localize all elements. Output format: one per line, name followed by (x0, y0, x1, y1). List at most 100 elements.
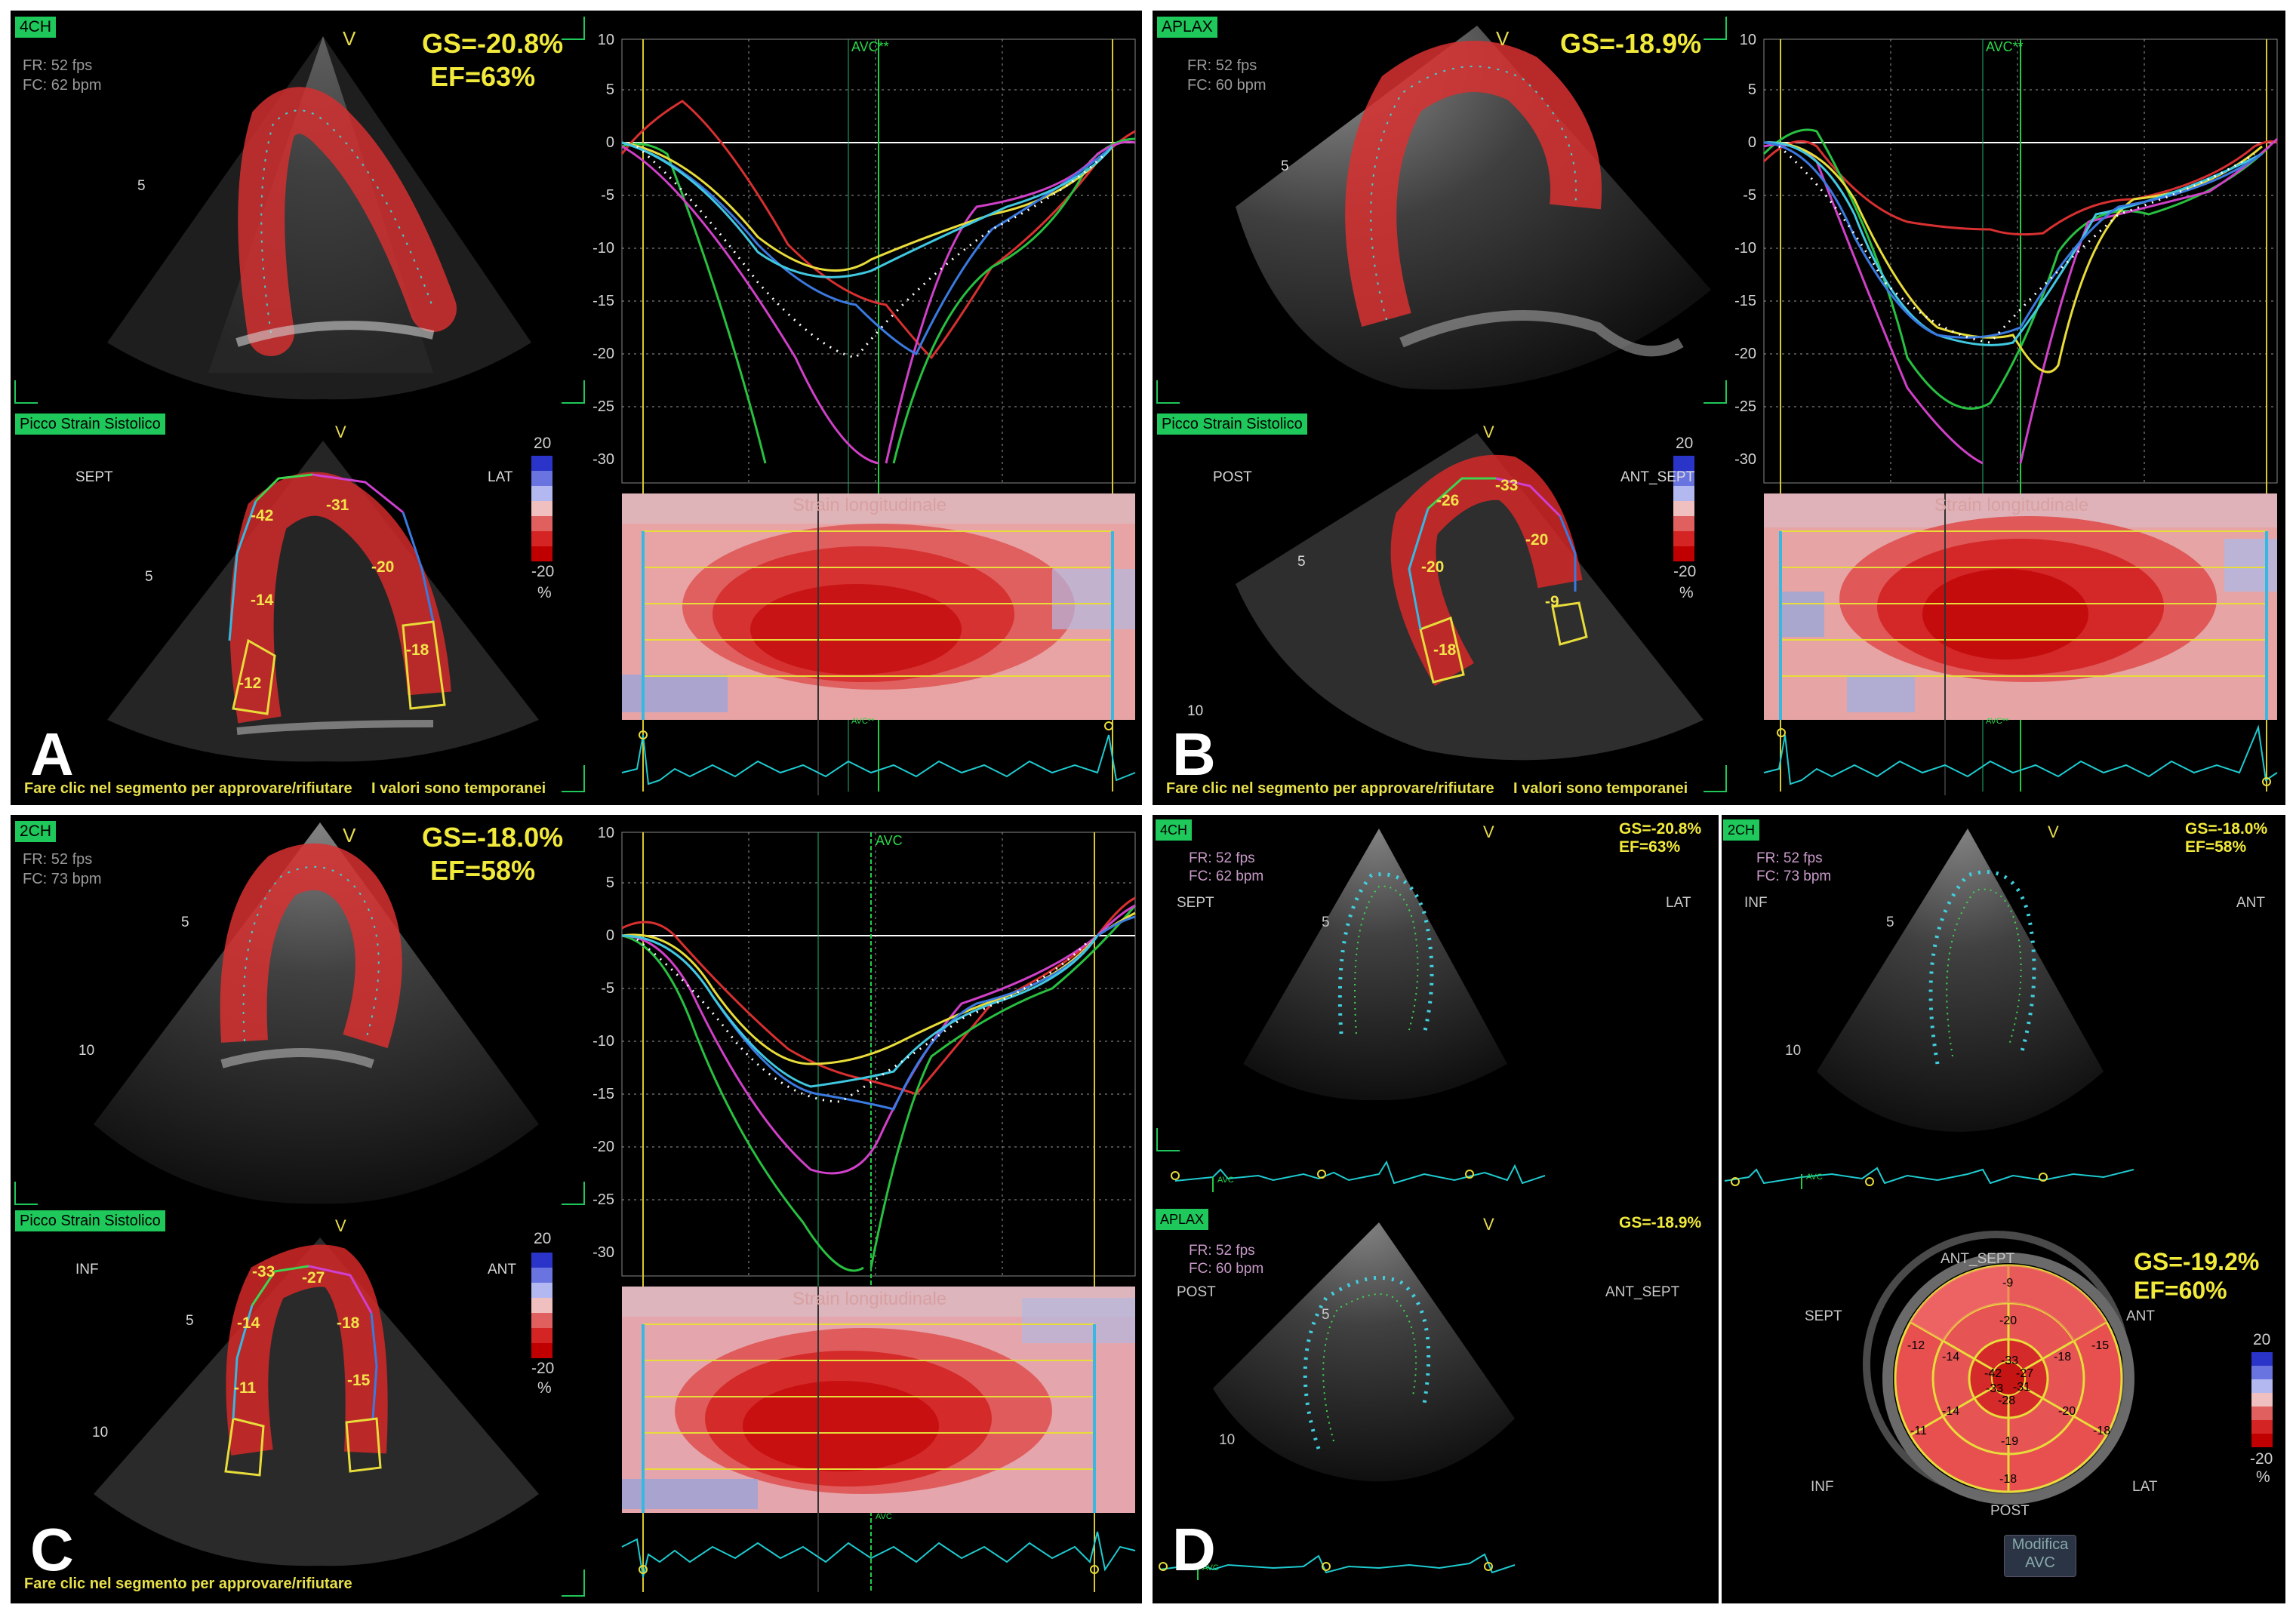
global-strain: GS=-20.8% (1619, 820, 1702, 838)
y-tick: -20 (1734, 346, 1756, 362)
segment-value[interactable]: -42 (251, 507, 274, 524)
depth-mark-10: 10 (1187, 703, 1204, 719)
bullseye-label-lat: LAT (2132, 1479, 2158, 1495)
y-tick: -20 (592, 346, 614, 362)
view-label: APLAX (1157, 17, 1217, 38)
peak-systolic-strain-label[interactable]: Picco Strain Sistolico (15, 413, 165, 435)
edit-avc-button[interactable]: Modifica AVC (2004, 1535, 2076, 1577)
segment-value[interactable]: -33 (1495, 477, 1519, 494)
depth-mark-5: 5 (1886, 915, 1894, 930)
bullseye-segment-value[interactable]: -33 (1986, 1382, 2004, 1395)
wall-label-left: POST (1213, 469, 1252, 485)
bullseye-segment-value[interactable]: -18 (2054, 1351, 2072, 1363)
wall-label-right: ANT (2236, 895, 2265, 911)
y-tick: -5 (601, 980, 614, 997)
apex-marker: V (1496, 27, 1510, 50)
bullseye-segment-value[interactable]: -15 (2091, 1339, 2110, 1352)
bullseye-segment-value[interactable]: -20 (2058, 1405, 2076, 1418)
view-label: 4CH (1156, 819, 1193, 841)
bullseye-segment-value[interactable]: -11 (1910, 1425, 1927, 1437)
y-tick: -30 (592, 1244, 614, 1261)
depth-mark-10: 10 (92, 1425, 109, 1440)
y-tick: 5 (605, 81, 614, 98)
segment-value[interactable]: -20 (1525, 531, 1549, 549)
y-tick: -15 (592, 1086, 614, 1102)
segment-value[interactable]: -14 (237, 1314, 260, 1332)
y-tick: 5 (1747, 81, 1756, 98)
global-strain: GS=-18.9% (1560, 28, 1702, 59)
bullseye-segment-value[interactable]: -33 (2001, 1354, 2019, 1367)
bullseye-segment-value[interactable]: -14 (1942, 1405, 1960, 1418)
depth-mark-10: 10 (78, 1043, 95, 1059)
frame-rate: FR: 52 fps (1189, 850, 1255, 866)
heart-rate: FC: 60 bpm (1187, 77, 1266, 94)
frame-rate: FR: 52 fps (1187, 57, 1257, 74)
bullseye-segment-value[interactable]: -12 (1907, 1339, 1925, 1352)
segment-value[interactable]: -15 (347, 1372, 371, 1389)
wall-label-left: SEPT (75, 469, 113, 485)
depth-mark-5: 5 (181, 915, 189, 930)
bullseye-segment-value[interactable]: -19 (2001, 1435, 2019, 1448)
panel-d-graphics (1156, 815, 2273, 1603)
y-tick: 0 (605, 927, 614, 944)
colorbar-min: -20 (531, 1360, 555, 1377)
global-strain: GS=-19.2% (2134, 1248, 2260, 1275)
bullseye-segment-value[interactable]: -14 (1942, 1351, 1960, 1363)
global-strain: GS=-18.9% (1619, 1214, 1702, 1231)
y-tick: -10 (592, 1033, 614, 1050)
panel-a: 4CH FR: 52 fps FC: 62 bpm GS=-20.8% EF=6… (11, 11, 1142, 805)
depth-mark-5: 5 (145, 569, 153, 585)
segment-value[interactable]: -31 (326, 496, 349, 514)
segment-value[interactable]: -18 (1433, 641, 1457, 659)
instruction-text: Fare clic nel segmento per approvare/rif… (1166, 780, 1494, 797)
segment-value[interactable]: -18 (337, 1314, 360, 1332)
bullseye-segment-value[interactable]: -42 (1984, 1367, 2002, 1380)
y-tick: -5 (601, 187, 614, 204)
segment-value[interactable]: -26 (1436, 492, 1460, 509)
bullseye-segment-value[interactable]: -27 (2016, 1367, 2034, 1380)
bullseye-segment-value[interactable]: -18 (2093, 1425, 2111, 1437)
segment-value[interactable]: -20 (1421, 558, 1445, 576)
y-tick: 0 (1747, 134, 1756, 151)
wall-label-right: ANT_SEPT (1605, 1284, 1680, 1300)
panel-a-graphics (14, 17, 1136, 795)
depth-mark-5: 5 (186, 1313, 194, 1329)
bullseye-segment-value[interactable]: -28 (1998, 1394, 2016, 1407)
bullseye-segment-value[interactable]: -18 (1999, 1473, 2017, 1486)
colorbar-max: 20 (1676, 435, 1694, 452)
segment-value[interactable]: -14 (251, 592, 274, 609)
segment-value[interactable]: -27 (302, 1269, 325, 1287)
y-tick: -25 (592, 1191, 614, 1208)
colorbar-min: -20 (531, 563, 555, 580)
avc-marker: AVC** (1986, 717, 2009, 726)
instruction-text: Fare clic nel segmento per approvare/rif… (24, 780, 352, 797)
segment-value[interactable]: -33 (252, 1263, 275, 1280)
depth-mark-10: 10 (1785, 1043, 1802, 1059)
heart-rate: FC: 62 bpm (1189, 868, 1264, 884)
colorbar-min: -20 (2250, 1450, 2273, 1468)
y-tick: -30 (592, 451, 614, 468)
panel-b-graphics (1156, 17, 2279, 795)
peak-systolic-strain-label[interactable]: Picco Strain Sistolico (15, 1210, 165, 1231)
temporary-values-text: I valori sono temporanei (1513, 780, 1688, 797)
bullseye-segment-value[interactable]: -9 (2002, 1277, 2014, 1290)
ejection-fraction: EF=60% (2134, 1277, 2227, 1304)
view-label: 4CH (15, 17, 57, 38)
view-label: 2CH (15, 821, 57, 842)
bullseye-label-post: POST (1990, 1503, 2030, 1519)
segment-value[interactable]: -11 (234, 1379, 257, 1397)
segment-value[interactable]: -12 (239, 675, 262, 692)
segment-value[interactable]: -20 (371, 558, 395, 576)
bullseye-label-sept: SEPT (1805, 1308, 1842, 1324)
segment-value[interactable]: -9 (1545, 593, 1559, 610)
bullseye-segment-value[interactable]: -20 (1999, 1314, 2017, 1327)
bullseye-segment-value[interactable]: -31 (2013, 1381, 2031, 1394)
peak-systolic-strain-label[interactable]: Picco Strain Sistolico (1157, 413, 1307, 435)
frame-rate: FR: 52 fps (23, 57, 93, 74)
segment-value[interactable]: -18 (406, 641, 429, 659)
frame-rate: FR: 52 fps (1189, 1243, 1255, 1259)
y-tick: -25 (592, 398, 614, 415)
colorbar-unit: % (537, 584, 552, 601)
bullseye-label-ant-sept: ANT_SEPT (1941, 1251, 2015, 1267)
avc-marker: AVC (1217, 1176, 1234, 1185)
